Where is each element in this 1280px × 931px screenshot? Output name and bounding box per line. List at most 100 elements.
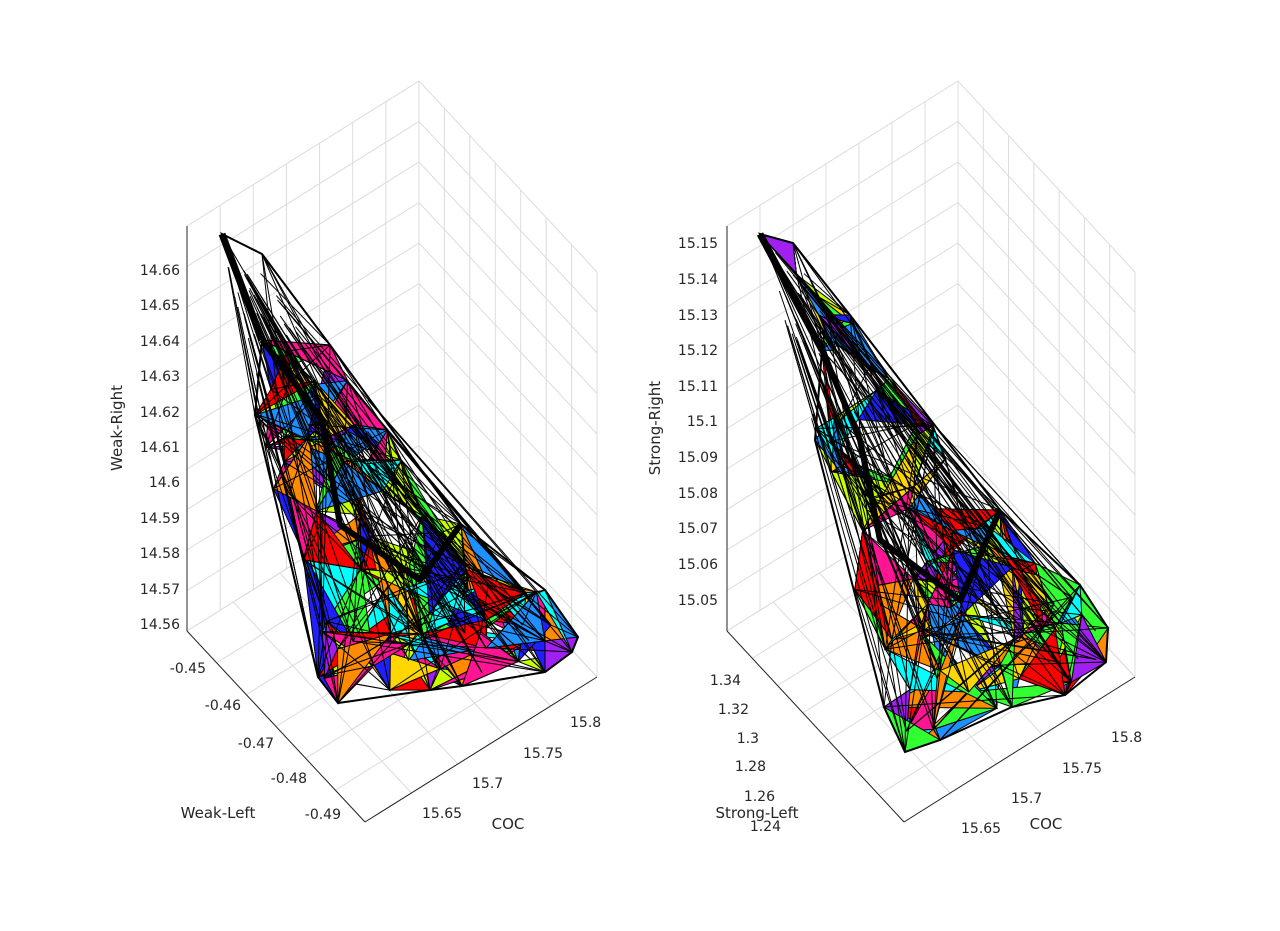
mesh-edge [862,530,1066,696]
tick-labels: 15.05 15.06 15.07 15.08 15.09 15.1 15.11 15.12 1… [678,236,1142,837]
mesh-edge [550,624,579,638]
surface-outline [758,232,1110,754]
mesh-edge [1043,627,1109,633]
mesh-edge [307,424,404,589]
mesh-edge [871,498,948,583]
mesh-edge [353,424,392,634]
mesh-edge [999,664,1066,696]
mesh-edge [1012,566,1107,663]
mesh-edge [421,515,546,642]
mesh-edge [815,428,867,510]
mesh-edge [832,350,1013,568]
x-tick-label: 15.8 [1111,730,1142,746]
mesh-edge [329,344,349,381]
mesh-edge [986,544,1062,624]
mesh-edge [876,389,1001,511]
mesh-edge [286,344,331,352]
z-tick-label: 15.14 [678,272,718,288]
surface-mesh [218,231,580,705]
mesh-edge [324,419,466,634]
mesh-edge [243,274,326,420]
mesh-edge [924,629,1097,660]
mesh-edge [353,424,469,579]
z-tick-label: 14.65 [140,298,180,314]
mesh-face [1018,626,1066,696]
z-tick-label: 14.6 [149,475,180,491]
mesh-edge [951,530,1016,640]
mesh-edge [817,296,1021,572]
z-tick-label: 15.12 [678,343,718,359]
mesh-edge [422,622,450,635]
mesh-edge [999,509,1109,629]
mesh-edge [830,440,1025,634]
mesh-edge [270,389,546,591]
mesh-edge [288,493,423,634]
mesh-edge [811,418,906,753]
x-tick-label: 15.7 [472,776,503,792]
mesh-edge [876,389,1001,666]
mesh-edge [317,665,375,678]
mesh-edge [390,633,519,662]
surface-ridge [218,232,266,342]
mesh-edge [296,410,392,634]
mesh-edge [352,640,546,673]
mesh-edge [818,429,886,650]
mesh-edge [350,459,362,570]
mesh-edge [286,350,489,586]
x-axis-line [364,676,598,823]
mesh-edge [424,592,527,639]
mesh-edge [854,589,1097,660]
mesh-edge [823,334,1003,566]
mesh-edge [939,550,955,671]
mesh-edge [317,394,462,525]
z-tick-label: 14.62 [140,405,180,421]
mesh-edge [828,316,990,528]
y-tick-label: 1.26 [744,789,775,805]
mesh-edge [317,643,411,678]
mesh-edge [326,620,546,673]
mesh-edge [253,333,354,642]
mesh-edge [480,584,489,632]
mesh-edge [254,414,405,569]
y-axis-line [726,630,905,823]
z-tick-label: 15.15 [678,236,718,252]
mesh-edge [823,334,870,369]
x-axis-label: COC [492,815,525,833]
mesh-edge [796,274,1055,604]
y-tick-label: -0.48 [271,771,307,787]
grid-line [726,363,1136,556]
mesh-edge [317,459,402,678]
mesh-edge [1054,597,1073,629]
mesh-edge [288,435,310,494]
mesh-edge [795,336,847,480]
z-tick-label: 15.13 [678,308,718,324]
tick-labels: 14.56 14.57 14.58 14.59 14.6 14.61 14.62 14.63 1… [140,263,601,823]
y-tick-label: -0.49 [305,807,341,823]
mesh-edge [999,509,1045,633]
mesh-edge [465,569,482,632]
mesh-edge [950,607,970,693]
mesh-edge [783,271,834,352]
mesh-edge [284,435,310,439]
mesh-edge [283,461,552,626]
mesh-edge [803,273,851,316]
mesh-edge [326,568,467,622]
grid-line [186,80,598,273]
mesh-edge [778,290,831,442]
mesh-edge [932,425,1020,679]
x-tick-label: 15.75 [1062,761,1102,777]
mesh-edge [759,233,1081,586]
mesh-edge [342,376,530,598]
mesh-edge [259,321,310,437]
mesh-edge [260,345,375,666]
mesh-edge [904,508,910,753]
mesh-edge [386,429,411,644]
mesh-edge [821,349,911,690]
surface-mesh [756,232,1110,754]
mesh-edge [283,380,316,438]
z-tick-label: 15.08 [678,486,718,502]
y-tick-label: -0.45 [170,661,206,677]
grid-line [726,120,1136,313]
mesh-edge [932,425,941,671]
